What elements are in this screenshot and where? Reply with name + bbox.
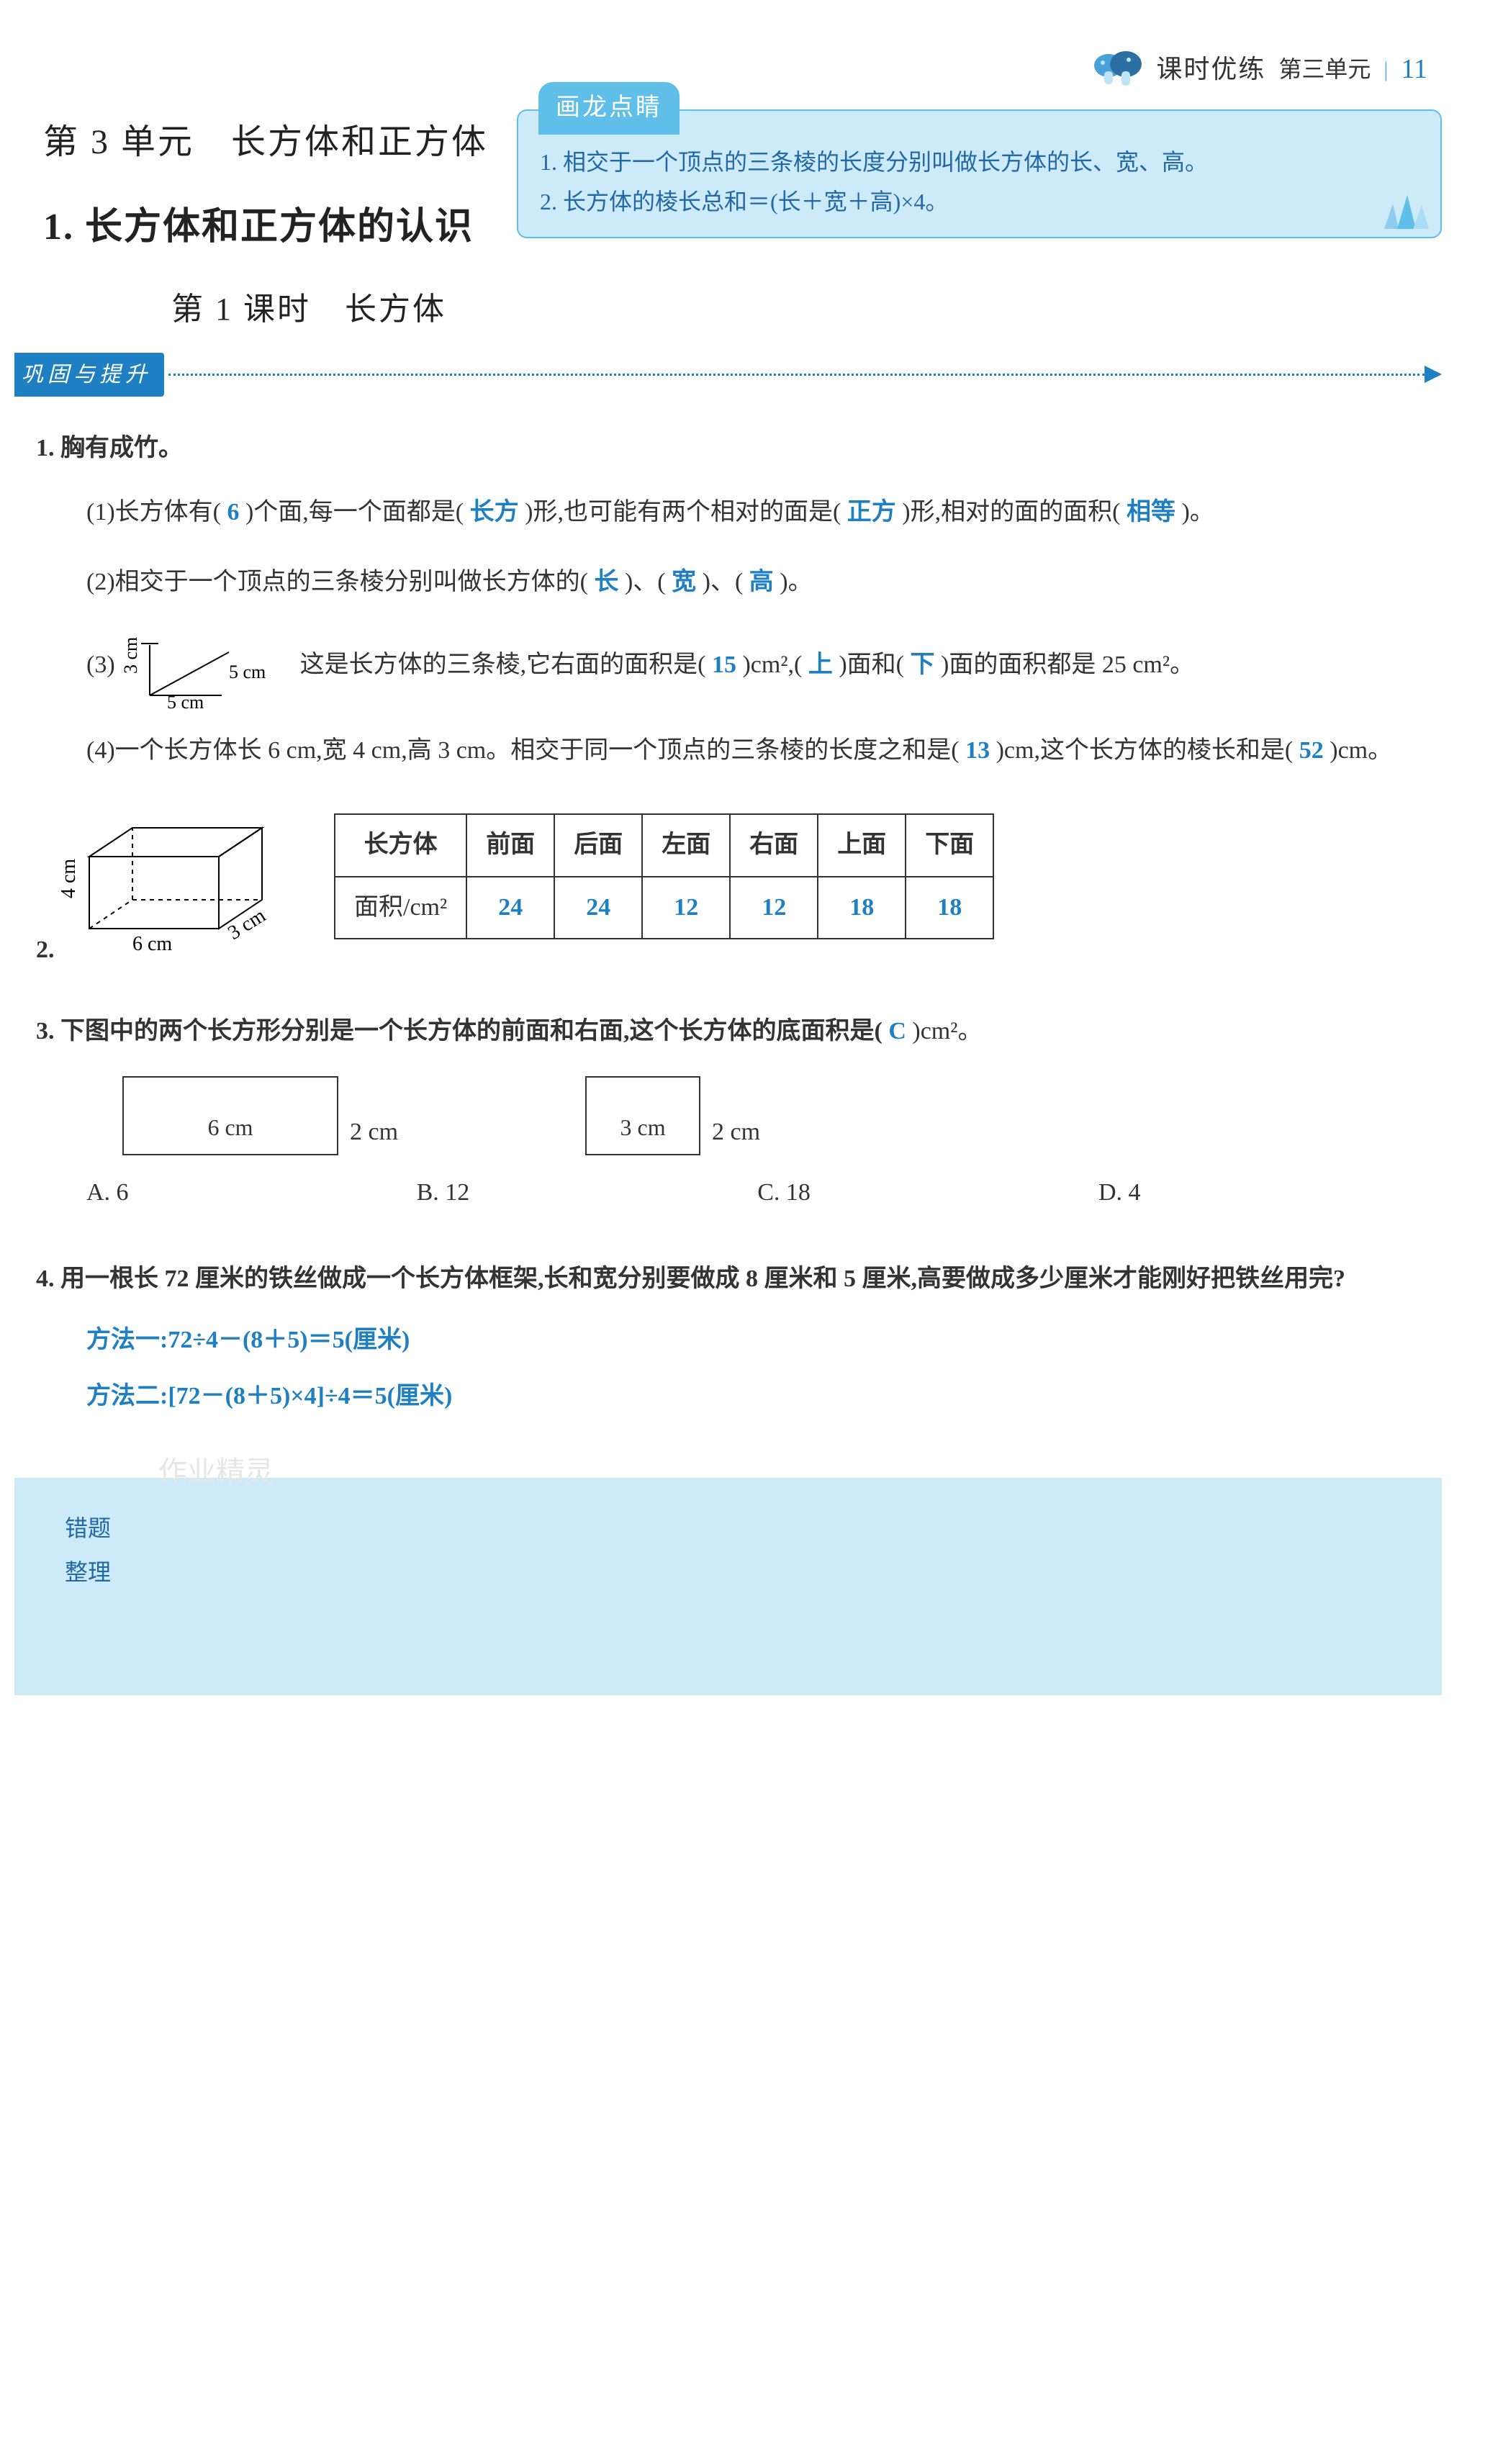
p1s2-t4: )。 [780, 569, 812, 595]
header-unit: 第三单元 [1278, 48, 1371, 91]
svg-text:3 cm: 3 cm [121, 636, 141, 673]
series-title: 课时优练 [1156, 45, 1265, 94]
p1s2-t2: )、( [625, 569, 666, 595]
footer-l1: 错题 [65, 1507, 1406, 1551]
p1s4-a1: 13 [965, 737, 990, 764]
callout-line-2: 2. 长方体的棱长总和＝(长＋宽＋高)×4。 [540, 182, 1419, 221]
p4-text: 4. 用一根长 72 厘米的铁丝做成一个长方体框架,长和宽分别要做成 8 厘米和… [36, 1251, 1420, 1307]
p1-s4: (4)一个长方体长 6 cm,宽 4 cm,高 3 cm。相交于同一个顶点的三条… [36, 723, 1420, 779]
p1s3-t3: )面和( [839, 651, 904, 678]
rect-1: 6 cm 2 cm [122, 1076, 398, 1155]
table-row: 长方体 前面 后面 左面 右面 上面 下面 [335, 814, 993, 877]
p1s1-a2: 长方 [470, 499, 519, 525]
th-1: 前面 [466, 814, 554, 877]
svg-text:6 cm: 6 cm [132, 933, 172, 955]
crystal-icon [1377, 189, 1435, 233]
section-bar-line [168, 374, 1425, 376]
footer-box: 错题 整理 作业精灵 [14, 1478, 1442, 1695]
callout-tab: 画龙点睛 [538, 82, 680, 135]
p2-num: 2. [36, 937, 55, 963]
p1s1-t2: )个面,每一个面都是( [245, 499, 464, 525]
opt-c: C. 18 [757, 1170, 811, 1217]
td-4: 18 [818, 877, 906, 939]
watermark-2: 作业精灵 [158, 1445, 274, 1499]
svg-text:4 cm: 4 cm [60, 858, 80, 898]
rect2-h: 2 cm [712, 1109, 760, 1156]
rect2-w: 3 cm [620, 1106, 666, 1150]
unit-title: 第 3 单元 长方体和正方体 [43, 109, 488, 175]
footer-l2: 整理 [65, 1551, 1406, 1594]
rect1-h: 2 cm [350, 1109, 398, 1156]
td-2: 12 [642, 877, 730, 939]
p1-s2: (2)相交于一个顶点的三条棱分别叫做长方体的( 长 )、( 宽 )、( 高 )。 [36, 554, 1420, 610]
p1s2-t1: (2)相交于一个顶点的三条棱分别叫做长方体的( [86, 569, 588, 595]
th-6: 下面 [906, 814, 993, 877]
p1s3-t2: )cm²,( [742, 651, 802, 678]
opt-d: D. 4 [1098, 1170, 1141, 1217]
th-0: 长方体 [335, 814, 466, 877]
p1s3-t1: 这是长方体的三条棱,它右面的面积是( [300, 651, 706, 678]
section-bar: 巩固与提升 [14, 353, 1442, 397]
p3-text: 3. 下图中的两个长方形分别是一个长方体的前面和右面,这个长方体的底面积是( [36, 1018, 883, 1044]
td-0: 24 [466, 877, 554, 939]
lesson-title: 第 1 课时 长方体 [130, 279, 488, 340]
rect-2: 3 cm 2 cm [585, 1076, 760, 1155]
opt-b: B. 12 [417, 1170, 470, 1217]
td-1: 24 [554, 877, 642, 939]
p1s4-t2: )cm,这个长方体的棱长和是( [996, 737, 1294, 764]
p1s1-a3: 正方 [847, 499, 896, 525]
problem-4: 4. 用一根长 72 厘米的铁丝做成一个长方体框架,长和宽分别要做成 8 厘米和… [36, 1251, 1420, 1420]
table-row: 面积/cm² 24 24 12 12 18 18 [335, 877, 993, 939]
mushroom-icon [1093, 50, 1143, 89]
p1s4-t1: (4)一个长方体长 6 cm,宽 4 cm,高 3 cm。相交于同一个顶点的三条… [86, 737, 960, 764]
td-5: 18 [906, 877, 993, 939]
p1s2-a1: 长 [594, 569, 618, 595]
p1s4-a2: 52 [1299, 737, 1324, 764]
p4-m2: 方法二:[72－(8＋5)×4]÷4＝5(厘米) [36, 1373, 1420, 1420]
face-table: 长方体 前面 后面 左面 右面 上面 下面 面积/cm² 24 24 12 12 [334, 813, 994, 939]
p4-m1: 方法一:72÷4－(8＋5)＝5(厘米) [36, 1317, 1420, 1364]
section-title: 1. 长方体和正方体的认识 [43, 192, 488, 263]
p1s1-t5: )。 [1181, 499, 1214, 525]
th-5: 上面 [818, 814, 906, 877]
p1s3-a3: 下 [911, 651, 935, 678]
p1s1-t1: (1)长方体有( [86, 499, 221, 525]
arrow-icon [1425, 366, 1442, 383]
section-bar-label: 巩固与提升 [14, 353, 164, 397]
p1s1-t3: )形,也可能有两个相对的面是( [525, 499, 841, 525]
th-2: 后面 [554, 814, 642, 877]
p1-s3: (3) 3 cm 5 cm 5 cm 这是长方体的三条棱,它右面的面积是( 15… [36, 623, 1420, 710]
problem-1-title: 1. 胸有成竹。 [36, 425, 1420, 472]
edge-diagram: 3 cm 5 cm 5 cm [121, 623, 279, 710]
problem-2: 2. 4 cm 6 cm 3 cm 长方体 [36, 813, 1420, 974]
problem-3: 3. 下图中的两个长方形分别是一个长方体的前面和右面,这个长方体的底面积是( C… [36, 1008, 1420, 1217]
p1s1-t4: )形,相对的面的面积( [902, 499, 1120, 525]
p1s2-a3: 高 [749, 569, 774, 595]
th-3: 左面 [642, 814, 730, 877]
p1s2-t3: )、( [703, 569, 744, 595]
p3-options: A. 6 B. 12 C. 18 D. 4 [36, 1170, 1420, 1217]
cuboid-diagram: 4 cm 6 cm 3 cm [60, 813, 291, 957]
p1-s1: (1)长方体有( 6 )个面,每一个面都是( 长方 )形,也可能有两个相对的面是… [36, 484, 1420, 541]
p1s4-t3: )cm。 [1330, 737, 1392, 764]
p1s2-a2: 宽 [672, 569, 696, 595]
problem-1: 1. 胸有成竹。 (1)长方体有( 6 )个面,每一个面都是( 长方 )形,也可… [36, 425, 1420, 779]
td-3: 12 [730, 877, 818, 939]
p1s3-a2: 上 [808, 651, 833, 678]
rect1-w: 6 cm [207, 1106, 253, 1150]
svg-text:5 cm: 5 cm [229, 662, 266, 682]
p1s1-a1: 6 [227, 499, 239, 525]
svg-text:5 cm: 5 cm [167, 692, 204, 710]
th-4: 右面 [730, 814, 818, 877]
callout-line-1: 1. 相交于一个顶点的三条棱的长度分别叫做长方体的长、宽、高。 [540, 143, 1419, 181]
p1s1-a4: 相等 [1127, 499, 1175, 525]
td-label: 面积/cm² [335, 877, 466, 939]
p1s3-t4: )面的面积都是 25 cm²。 [941, 651, 1194, 678]
header-sep: | [1384, 49, 1388, 90]
opt-a: A. 6 [86, 1170, 129, 1217]
p3-post: )cm²。 [912, 1018, 982, 1044]
p3-ans: C [888, 1018, 906, 1044]
p1s3-a1: 15 [712, 651, 736, 678]
